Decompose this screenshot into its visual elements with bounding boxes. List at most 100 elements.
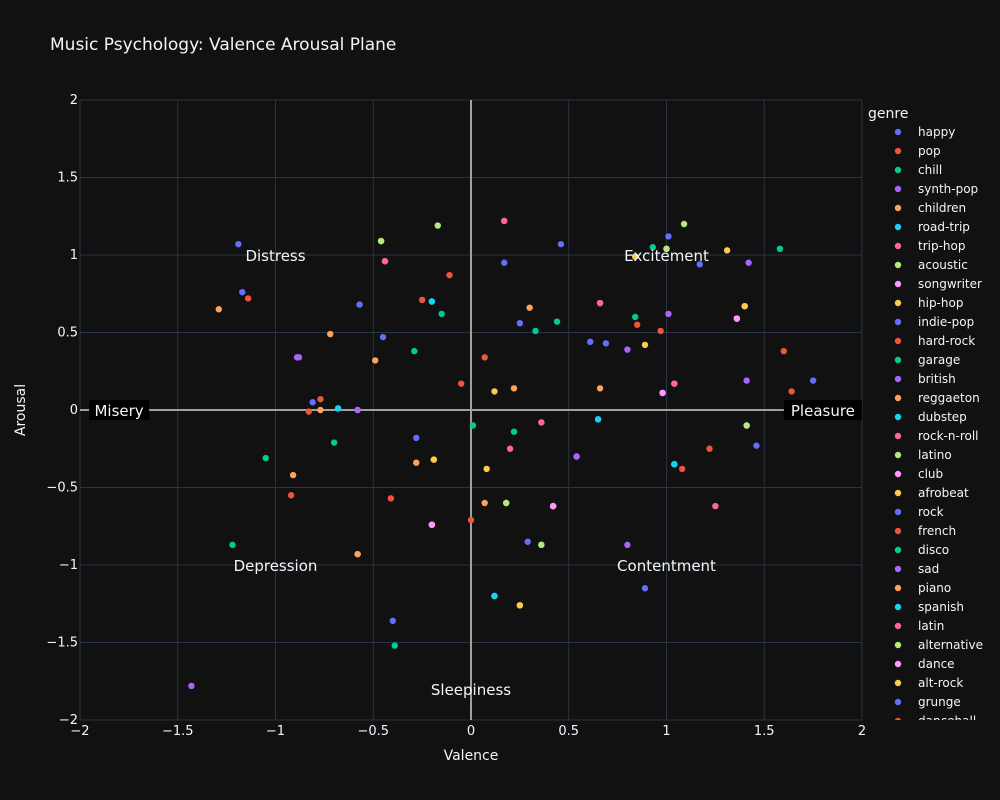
data-point [632,253,639,260]
data-point [309,399,316,406]
legend-marker [894,356,902,364]
legend-marker [894,641,902,649]
legend-item-label: disco [918,543,949,557]
legend-marker [894,394,902,402]
zero-lines [80,100,862,720]
data-point [356,301,363,308]
x-tick-label: 1.5 [754,724,775,739]
data-point [671,380,678,387]
data-point [438,310,445,318]
legend-item-label: rock [918,505,944,519]
data-point [467,516,475,524]
data-point [287,492,295,499]
data-point [510,428,518,435]
legend-marker [894,337,902,345]
data-point [743,422,750,429]
data-point [516,602,524,609]
data-point [458,380,465,387]
annotation-label: Contentment [617,557,716,575]
data-point [501,259,508,266]
data-point [641,585,649,592]
legend-marker [894,698,902,706]
data-point [377,237,385,245]
legend-marker [894,280,902,288]
data-points [188,217,817,690]
data-point [538,419,545,426]
chart-title: Music Psychology: Valence Arousal Plane [50,35,396,55]
legend-marker [894,508,902,516]
legend: genre happy pop chill synth-pop children road… [868,106,983,720]
data-point [381,258,389,265]
data-point [188,682,195,690]
data-point [594,416,602,423]
legend-item-label: garage [918,353,960,367]
data-point [428,521,436,528]
legend-marker [894,565,902,573]
legend-item-label: alternative [918,638,983,652]
legend-item-label: children [918,201,966,215]
annotation-label: Excitement [624,247,709,265]
data-point [289,471,297,479]
annotation-box [783,400,862,420]
legend-marker [894,527,902,535]
data-point [665,310,672,318]
y-tick-label: −1.5 [46,636,78,651]
legend-item-label: grunge [918,695,961,709]
y-tick-label: −0.5 [46,481,78,496]
data-point [379,333,387,341]
x-tick-label: 0.5 [558,724,579,739]
data-point [295,354,303,361]
y-tick-label: 0.5 [57,326,78,341]
legend-item-label: hip-hop [918,296,963,310]
x-tick-label: −2 [70,724,89,739]
data-point [446,271,453,279]
legend-marker [894,717,902,720]
data-point [430,456,438,463]
data-point [809,377,817,384]
data-point [330,439,338,446]
y-tick-label: −2 [59,713,78,728]
data-point [481,499,488,507]
legend-marker [894,166,902,174]
data-point [657,327,664,335]
legend-title: genre [868,106,908,122]
data-point [649,244,657,251]
legend-item-label: happy [918,125,955,139]
legend-item-label: french [918,524,956,538]
data-point [632,313,639,321]
legend-item-label: trip-hop [918,239,965,253]
data-point [780,347,787,355]
data-point [501,217,508,225]
x-tick-label: 0 [467,724,475,739]
legend-item-label: latino [918,448,952,462]
data-point [671,461,678,468]
annotation-label: Pleasure [791,402,855,420]
legend-item-label: piano [918,581,951,595]
legend-marker [894,470,902,478]
x-tick-label: 2 [858,724,866,739]
legend-marker [894,375,902,383]
data-point [788,388,795,395]
legend-item-label: alt-rock [918,676,963,690]
data-point [602,340,610,347]
data-point [587,338,594,345]
legend-marker [894,261,902,269]
annotation-label: Distress [245,247,305,265]
data-point [413,459,420,466]
legend-items: happy pop chill synth-pop children road-trip t… [894,125,983,720]
data-point [483,465,490,473]
annotation-label: Depression [234,557,318,575]
legend-item-label: british [918,372,956,386]
legend-marker [894,584,902,592]
data-point [624,541,631,549]
data-point [244,295,252,302]
x-tick-label: 1 [662,724,670,739]
data-point [557,240,565,248]
data-point [389,617,396,624]
data-point [491,592,498,600]
data-point [413,434,420,442]
legend-marker [894,318,902,326]
legend-marker [894,432,902,440]
data-point [573,453,580,460]
legend-marker [894,185,902,193]
